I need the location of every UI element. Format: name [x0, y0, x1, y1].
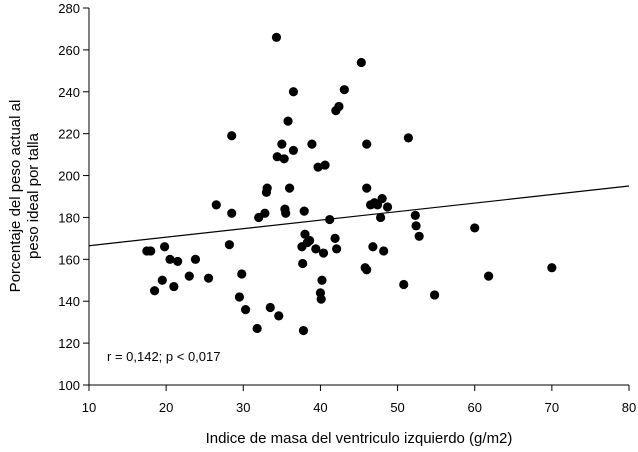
data-point	[241, 305, 251, 315]
y-tick-label: 160	[58, 252, 80, 267]
data-point	[470, 223, 480, 233]
x-tick-label: 40	[313, 400, 327, 415]
data-point	[277, 139, 287, 149]
data-point	[362, 139, 372, 149]
x-tick-label: 50	[390, 400, 404, 415]
data-points	[142, 32, 557, 336]
data-point	[313, 162, 323, 172]
data-point	[169, 281, 179, 292]
x-tick-label: 70	[545, 400, 559, 415]
data-point	[184, 271, 194, 281]
axis-labels: 10 20 30 40 50 60 70 80 100 120 140 160 180 200 220 240…	[58, 1, 636, 415]
data-point	[377, 193, 387, 204]
correlation-annotation: r = 0,142; p < 0,017	[107, 349, 220, 364]
data-point	[160, 242, 170, 252]
data-point	[305, 235, 315, 246]
data-point	[272, 152, 282, 162]
data-point	[332, 244, 342, 254]
data-point	[311, 244, 321, 254]
data-point	[237, 269, 247, 279]
axes	[83, 7, 630, 391]
data-point	[362, 265, 372, 275]
data-point	[234, 292, 245, 302]
x-tick-label: 10	[82, 400, 96, 415]
data-point	[252, 323, 262, 334]
data-point	[288, 145, 299, 156]
x-tick-label: 20	[159, 400, 173, 415]
data-point	[382, 202, 393, 212]
x-tick-label: 30	[236, 400, 250, 415]
data-point	[339, 85, 349, 95]
data-point	[224, 240, 234, 250]
data-point	[379, 246, 389, 256]
data-point	[372, 200, 383, 210]
data-point	[299, 206, 309, 216]
y-tick-label: 280	[58, 1, 80, 16]
data-point	[362, 183, 372, 193]
data-point	[260, 208, 270, 218]
data-point	[547, 263, 557, 273]
data-point	[165, 254, 175, 264]
data-point	[157, 275, 167, 285]
y-tick-label: 240	[58, 85, 80, 100]
data-point	[281, 208, 291, 218]
data-point	[316, 294, 326, 304]
y-tick-label: 140	[58, 294, 80, 309]
data-point	[274, 311, 284, 321]
y-axis-title-line: Porcentaje del peso actual al	[7, 100, 24, 293]
data-point	[149, 286, 160, 296]
data-point	[368, 242, 378, 252]
y-tick-label: 200	[58, 169, 80, 184]
trend-line-group	[88, 185, 630, 247]
y-tick-label: 120	[58, 336, 80, 351]
data-point	[330, 233, 340, 243]
data-point	[203, 273, 214, 283]
data-point	[325, 214, 335, 225]
x-axis-title: Indice de masa del ventriculo izquierdo …	[206, 430, 513, 447]
data-point	[279, 154, 289, 164]
data-point	[265, 302, 275, 313]
data-point	[307, 139, 317, 149]
y-axis-title-line: peso ideal por talla	[25, 132, 42, 259]
data-point	[320, 160, 330, 170]
data-point	[414, 231, 424, 241]
y-axis-title: Porcentaje del peso actual alpeso ideal …	[7, 100, 42, 293]
data-point	[271, 32, 282, 42]
data-point	[403, 133, 413, 143]
y-tick-label: 100	[58, 378, 80, 393]
x-tick-label: 60	[467, 400, 481, 415]
data-point	[411, 221, 421, 231]
data-point	[146, 246, 156, 256]
data-point	[173, 256, 183, 267]
data-point	[334, 101, 344, 112]
data-point	[298, 258, 308, 269]
y-tick-label: 260	[58, 43, 80, 58]
data-point	[227, 208, 237, 218]
data-point	[262, 183, 272, 193]
data-point	[484, 271, 494, 281]
data-point	[300, 229, 310, 239]
data-point	[283, 116, 293, 126]
data-point	[356, 57, 366, 68]
data-point	[211, 200, 221, 210]
y-tick-label: 220	[58, 127, 80, 142]
data-point	[430, 290, 440, 300]
data-point	[410, 210, 420, 220]
data-point	[284, 183, 295, 193]
data-point	[288, 87, 299, 97]
data-point	[376, 212, 386, 223]
x-tick-label: 80	[622, 400, 636, 415]
data-point	[399, 279, 409, 290]
data-point	[227, 131, 237, 141]
data-point	[190, 254, 201, 264]
data-point	[318, 248, 329, 258]
data-point	[298, 325, 309, 336]
y-tick-label: 180	[58, 210, 80, 225]
regression-line	[88, 185, 630, 247]
data-point	[317, 275, 327, 285]
